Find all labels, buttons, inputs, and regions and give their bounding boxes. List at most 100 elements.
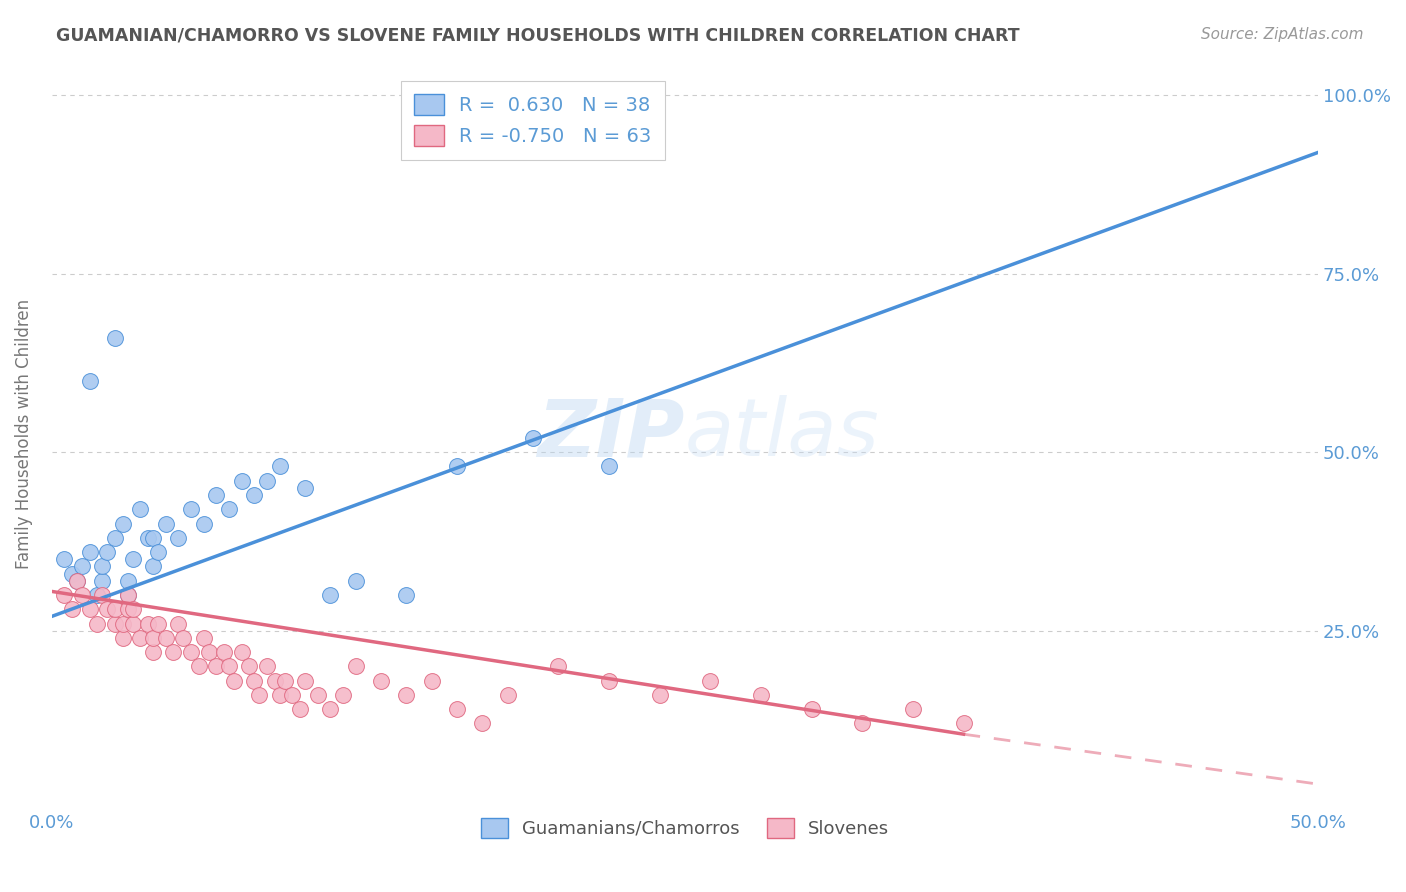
Point [167, 616, 190, 631]
Point [269, 459, 291, 474]
Point [60, 602, 83, 616]
Point [274, 673, 297, 688]
Point [111, 616, 134, 631]
Point [180, 502, 202, 516]
Point [263, 673, 285, 688]
Point [66, 574, 89, 588]
Point [851, 716, 873, 731]
Legend: Guamanians/Chamorros, Slovenes: Guamanians/Chamorros, Slovenes [474, 811, 897, 845]
Point [224, 673, 246, 688]
Point [281, 688, 304, 702]
Point [598, 673, 620, 688]
Text: atlas: atlas [685, 395, 880, 474]
Point [307, 688, 329, 702]
Point [121, 552, 143, 566]
Point [522, 431, 544, 445]
Point [288, 702, 311, 716]
Point [142, 645, 165, 659]
Point [167, 531, 190, 545]
Point [79, 545, 101, 559]
Point [370, 673, 392, 688]
Point [243, 488, 266, 502]
Point [104, 331, 127, 345]
Point [256, 659, 278, 673]
Point [547, 659, 569, 673]
Point [901, 702, 924, 716]
Point [136, 616, 159, 631]
Point [269, 688, 291, 702]
Point [96, 602, 118, 616]
Point [91, 559, 114, 574]
Point [53, 552, 76, 566]
Point [121, 616, 143, 631]
Point [395, 588, 418, 602]
Point [104, 531, 127, 545]
Point [136, 531, 159, 545]
Point [66, 574, 89, 588]
Point [648, 688, 671, 702]
Point [70, 559, 93, 574]
Point [96, 545, 118, 559]
Point [129, 502, 152, 516]
Point [111, 631, 134, 645]
Point [142, 631, 165, 645]
Point [319, 702, 342, 716]
Point [193, 631, 215, 645]
Point [60, 566, 83, 581]
Point [121, 602, 143, 616]
Point [238, 659, 260, 673]
Point [86, 616, 108, 631]
Point [471, 716, 494, 731]
Point [598, 459, 620, 474]
Point [256, 474, 278, 488]
Point [344, 574, 367, 588]
Point [294, 673, 316, 688]
Point [205, 659, 228, 673]
Point [332, 688, 354, 702]
Point [800, 702, 823, 716]
Point [142, 531, 165, 545]
Point [420, 673, 443, 688]
Point [294, 481, 316, 495]
Point [117, 574, 139, 588]
Point [197, 645, 219, 659]
Point [172, 631, 194, 645]
Point [146, 616, 169, 631]
Point [231, 474, 253, 488]
Point [749, 688, 772, 702]
Point [319, 588, 342, 602]
Point [446, 459, 468, 474]
Point [104, 602, 127, 616]
Point [129, 631, 152, 645]
Point [79, 602, 101, 616]
Point [218, 502, 240, 516]
Point [142, 559, 165, 574]
Point [218, 659, 240, 673]
Point [117, 588, 139, 602]
Point [446, 702, 468, 716]
Point [117, 588, 139, 602]
Point [193, 516, 215, 531]
Point [699, 673, 721, 688]
Point [344, 659, 367, 673]
Point [212, 645, 235, 659]
Point [180, 645, 202, 659]
Text: GUAMANIAN/CHAMORRO VS SLOVENE FAMILY HOUSEHOLDS WITH CHILDREN CORRELATION CHART: GUAMANIAN/CHAMORRO VS SLOVENE FAMILY HOU… [56, 27, 1019, 45]
Point [79, 374, 101, 388]
Point [395, 688, 418, 702]
Point [243, 673, 266, 688]
Point [53, 588, 76, 602]
Point [162, 645, 184, 659]
Point [155, 631, 177, 645]
Point [187, 659, 209, 673]
Point [249, 688, 271, 702]
Point [111, 516, 134, 531]
Point [70, 588, 93, 602]
Text: Source: ZipAtlas.com: Source: ZipAtlas.com [1201, 27, 1364, 42]
Y-axis label: Family Households with Children: Family Households with Children [15, 300, 32, 569]
Point [231, 645, 253, 659]
Point [155, 516, 177, 531]
Point [91, 588, 114, 602]
Point [91, 574, 114, 588]
Point [146, 545, 169, 559]
